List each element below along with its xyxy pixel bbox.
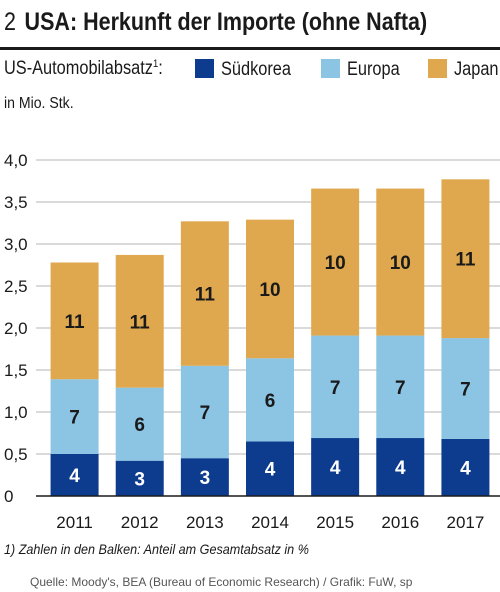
x-tick-label: 2014: [251, 513, 289, 532]
bar-data-label: 10: [325, 253, 346, 274]
bar-data-label: 6: [265, 391, 276, 412]
bar-segment-japan-2014: [246, 219, 294, 359]
y-tick-label: 3,5: [4, 193, 28, 212]
title-bar: 2 USA: Herkunft der Importe (ohne Nafta): [0, 0, 500, 46]
bar-data-label: 4: [460, 458, 471, 479]
x-tick-label: 2017: [447, 513, 485, 532]
bar-data-label: 7: [69, 408, 80, 429]
bar-data-label: 6: [134, 415, 145, 436]
legend-footnote-marker: 1: [152, 58, 159, 70]
legend-text-europa: Europa: [347, 59, 400, 80]
legend-label: US-Automobilabsatz1:: [4, 58, 163, 80]
legend-text-japan: Japan: [454, 59, 499, 80]
legend-text-suedkorea: Südkorea: [221, 59, 291, 80]
bar-data-label: 3: [200, 468, 211, 489]
bar-segment-japan-2016: [376, 188, 425, 336]
bar-segment-sdkorea-2011: [50, 454, 99, 496]
bar-segment-europa-2012: [115, 387, 164, 461]
legend-swatch-japan: [428, 59, 447, 78]
bar-data-label: 10: [390, 253, 411, 274]
bar-segment-europa-2016: [376, 335, 425, 439]
bar-segment-sdkorea-2016: [376, 438, 425, 496]
bar-segment-europa-2015: [311, 335, 360, 439]
x-tick-label: 2016: [381, 513, 419, 532]
x-tick-label: 2012: [121, 513, 159, 532]
stacked-bar-chart: 0 0,5 1,0 1,5 2,0 2,5 3,0 3,5 4,0 4 7 11 2011 3 6 11 201…: [4, 151, 500, 532]
bar-segment-japan-2012: [115, 254, 164, 388]
y-tick-label: 0,5: [4, 445, 28, 464]
bar-segment-sdkorea-2012: [115, 460, 164, 496]
bar-segment-sdkorea-2013: [180, 458, 229, 496]
legend-label-suffix: :: [158, 58, 163, 79]
bar-segment-japan-2015: [311, 188, 360, 336]
bar-segment-europa-2014: [246, 358, 294, 442]
legend-swatch-europa: [321, 59, 340, 78]
legend: US-Automobilabsatz1: Südkorea Europa Jap…: [0, 58, 500, 82]
source-credit: Quelle: Moody's, BEA (Bureau of Economic…: [30, 575, 413, 589]
title-separator: [0, 47, 500, 50]
footnote: 1) Zahlen in den Balken: Anteil am Gesam…: [4, 541, 309, 557]
bar-data-label: 7: [460, 379, 471, 400]
bar-segment-sdkorea-2014: [246, 441, 294, 496]
bar-segment-japan-2017: [441, 179, 490, 339]
bar-data-label: 11: [130, 312, 151, 333]
y-tick-label: 2,0: [4, 319, 28, 338]
y-tick-label: 1,0: [4, 403, 28, 422]
bar-segment-sdkorea-2015: [311, 438, 360, 496]
x-tick-label: 2015: [316, 513, 354, 532]
bar-data-label: 4: [395, 458, 406, 479]
y-axis-unit: in Mio. Stk.: [4, 95, 74, 112]
bar-data-label: 4: [265, 460, 276, 481]
bar-data-label: 11: [65, 312, 86, 333]
bar-segment-europa-2013: [180, 365, 229, 459]
bar-segment-japan-2013: [180, 221, 229, 366]
chart-title-text: USA: Herkunft der Importe (ohne Nafta): [24, 8, 428, 36]
chart-number: 2: [4, 8, 16, 36]
x-tick-label: 2013: [186, 513, 224, 532]
bar-segment-europa-2017: [441, 338, 490, 439]
bar-segment-japan-2011: [50, 262, 99, 380]
y-tick-label: 1,5: [4, 361, 28, 380]
y-tick-label: 0: [4, 487, 13, 506]
x-tick-label: 2011: [56, 513, 93, 532]
chart-title: 2 USA: Herkunft der Importe (ohne Nafta): [4, 8, 427, 37]
bar-data-label: 7: [330, 378, 341, 399]
bar-data-label: 11: [455, 250, 476, 271]
bar-data-label: 4: [69, 466, 80, 487]
bar-data-label: 7: [395, 378, 406, 399]
bar-data-label: 3: [134, 469, 145, 490]
bar-data-label: 7: [200, 403, 211, 424]
y-tick-label: 3,0: [4, 235, 28, 254]
legend-label-text: US-Automobilabsatz: [4, 58, 153, 79]
bar-segment-sdkorea-2017: [441, 438, 490, 496]
bar-data-label: 10: [259, 280, 280, 301]
bar-data-label: 4: [330, 458, 341, 479]
bar-data-label: 11: [195, 285, 216, 306]
y-tick-label: 4,0: [4, 151, 28, 170]
bar-segment-europa-2011: [50, 379, 99, 454]
legend-swatch-suedkorea: [195, 59, 214, 78]
y-tick-label: 2,5: [4, 277, 28, 296]
